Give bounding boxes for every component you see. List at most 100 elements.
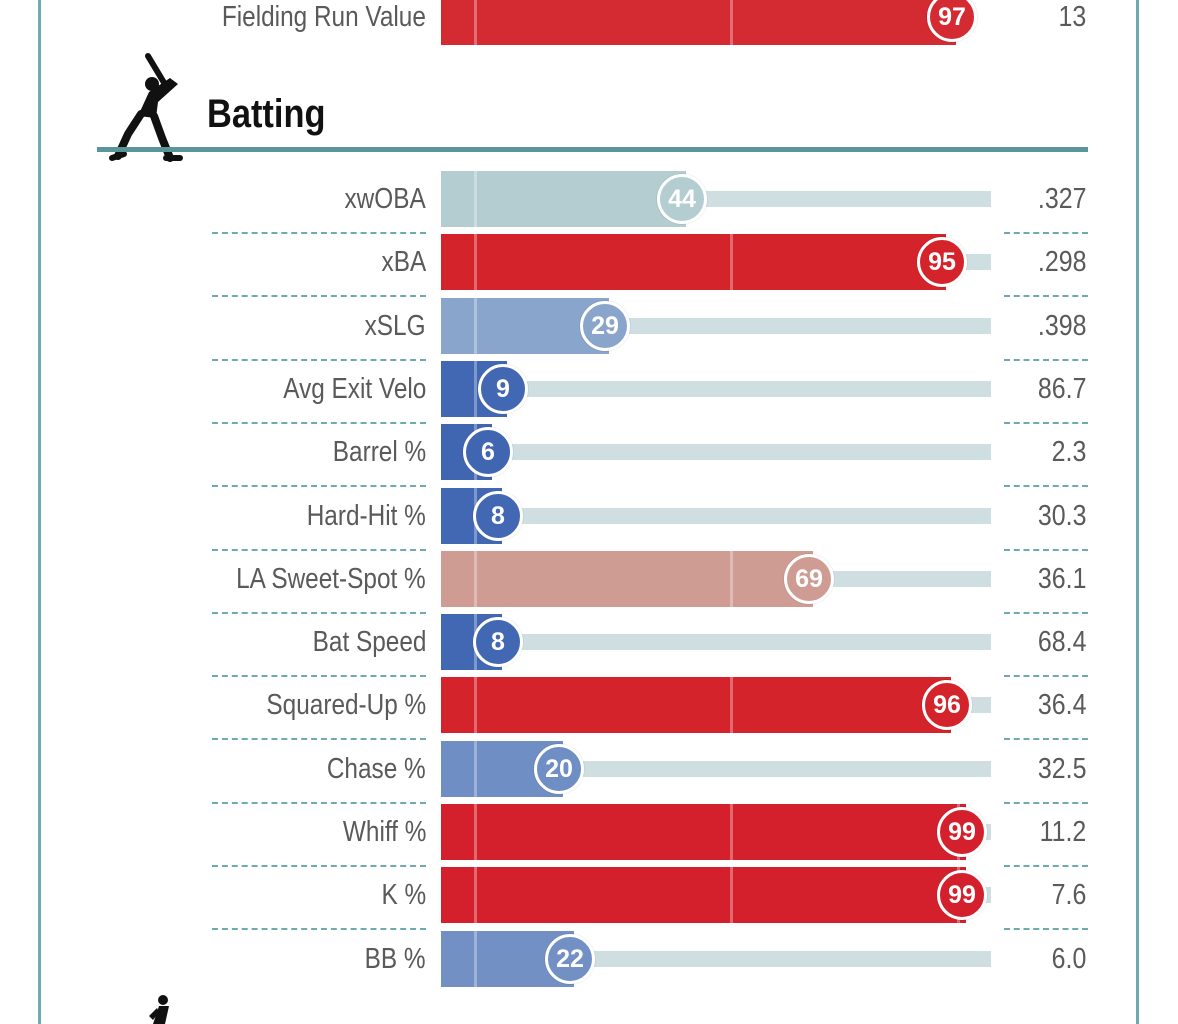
tick-label: BB % (365, 943, 426, 975)
reference-tick (474, 931, 477, 987)
section-divider (97, 147, 1088, 152)
chart-row: Avg Exit Velo 9 86.7 (0, 361, 1178, 417)
row-separator (1004, 865, 1088, 867)
data-label: 20 (534, 744, 584, 794)
tick-label: Whiff % (342, 816, 426, 848)
reference-tick (474, 741, 477, 797)
reference-tick (474, 677, 477, 733)
reference-tick (474, 551, 477, 607)
row-separator (1004, 422, 1088, 424)
row-separator (212, 928, 426, 930)
reference-tick (474, 804, 477, 860)
row-separator (1004, 928, 1088, 930)
reference-tick (730, 677, 733, 733)
data-label: 99 (937, 870, 987, 920)
data-label: 29 (580, 301, 630, 351)
chart-row: Squared-Up % 96 36.4 (0, 677, 1178, 733)
stat-value: 30.3 (1037, 500, 1086, 532)
data-label: 99 (937, 807, 987, 857)
data-label: 96 (922, 680, 972, 730)
bar (441, 677, 951, 733)
chart-row: K % 99 7.6 (0, 867, 1178, 923)
tick-label: xwOBA (344, 183, 426, 215)
tick-label: Squared-Up % (266, 689, 426, 721)
percentile-track (441, 508, 991, 524)
tick-label: xBA (381, 246, 426, 278)
row-separator (212, 865, 426, 867)
reference-tick (474, 171, 477, 227)
reference-tick (474, 234, 477, 290)
chart-row: xwOBA 44 .327 (0, 171, 1178, 227)
stat-value: 13 (1058, 1, 1086, 33)
row-separator (1004, 549, 1088, 551)
data-label: 9 (478, 364, 528, 414)
chart-row: xSLG 29 .398 (0, 298, 1178, 354)
reference-tick (730, 0, 733, 45)
stat-value: 6.0 (1051, 943, 1086, 975)
stat-value: 11.2 (1039, 816, 1086, 848)
data-label: 69 (784, 554, 834, 604)
bar (441, 298, 610, 354)
section-title: Batting (207, 92, 326, 136)
reference-tick (730, 234, 733, 290)
reference-tick (730, 867, 733, 923)
row-separator (212, 485, 426, 487)
tick-label: Avg Exit Velo (282, 373, 426, 405)
baseball-batter-icon (109, 53, 183, 162)
data-label: 44 (657, 174, 707, 224)
chart-row: Whiff % 99 11.2 (0, 804, 1178, 860)
stat-value: 7.6 (1051, 879, 1086, 911)
row-separator (212, 549, 426, 551)
chart-row: Bat Speed 8 68.4 (0, 614, 1178, 670)
data-label: 95 (917, 237, 967, 287)
stat-value: 86.7 (1037, 373, 1086, 405)
stat-value: 2.3 (1051, 436, 1086, 468)
tick-label: K % (381, 879, 426, 911)
chart-row: Hard-Hit % 8 30.3 (0, 488, 1178, 544)
bar (441, 867, 966, 923)
percentile-bar (441, 0, 956, 45)
row-separator (1004, 802, 1088, 804)
chart-row: BB % 22 6.0 (0, 931, 1178, 987)
row-separator (1004, 232, 1088, 234)
data-label: 8 (473, 617, 523, 667)
data-label: 6 (463, 427, 513, 477)
chart-row: xBA 95 .298 (0, 234, 1178, 290)
chart-row: Chase % 20 32.5 (0, 741, 1178, 797)
stat-value: .298 (1037, 246, 1086, 278)
pitcher-icon (149, 995, 169, 1024)
bar (441, 551, 814, 607)
stat-value: 36.4 (1037, 689, 1086, 721)
row-separator (1004, 612, 1088, 614)
stat-value: 68.4 (1037, 626, 1086, 658)
stat-value: .327 (1037, 183, 1086, 215)
bar (441, 171, 686, 227)
tick-label: Hard-Hit % (306, 500, 426, 532)
row-fielding-run-value: Fielding Run Value 97 13 (0, 0, 1178, 45)
row-label: Fielding Run Value (221, 1, 426, 33)
row-separator (212, 738, 426, 740)
row-separator (212, 232, 426, 234)
tick-label: Bat Speed (312, 626, 426, 658)
reference-tick (474, 867, 477, 923)
percentile-track (441, 381, 991, 397)
stat-value: 36.1 (1037, 563, 1086, 595)
reference-tick (474, 0, 477, 45)
stat-value: .398 (1037, 310, 1086, 342)
tick-label: xSLG (365, 310, 426, 342)
chart-row: LA Sweet-Spot % 69 36.1 (0, 551, 1178, 607)
row-separator (1004, 295, 1088, 297)
row-separator (212, 675, 426, 677)
percentile-badge: 97 (927, 0, 977, 42)
card-border-right (1136, 0, 1139, 1024)
stat-value: 32.5 (1037, 753, 1086, 785)
percentile-track (441, 634, 991, 650)
row-separator (1004, 485, 1088, 487)
row-separator (212, 802, 426, 804)
row-separator (212, 295, 426, 297)
reference-tick (730, 804, 733, 860)
row-separator (1004, 675, 1088, 677)
row-separator (1004, 738, 1088, 740)
card-border-left (38, 0, 41, 1024)
data-label: 22 (545, 934, 595, 984)
